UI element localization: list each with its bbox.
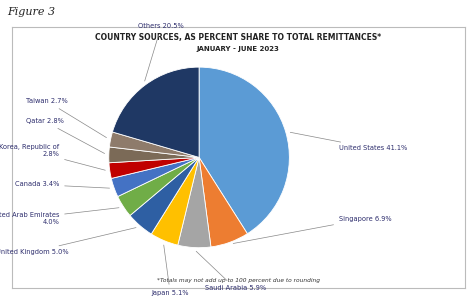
Text: Japan 5.1%: Japan 5.1% [151,245,189,296]
Wedge shape [118,157,199,216]
Text: *Totals may not add up to 100 percent due to rounding: *Totals may not add up to 100 percent du… [157,278,319,283]
Wedge shape [178,157,211,248]
Text: Singapore 6.9%: Singapore 6.9% [233,216,392,244]
Wedge shape [130,157,199,234]
Text: Others 20.5%: Others 20.5% [138,23,184,81]
Wedge shape [112,67,199,157]
Text: United Kingdom 5.0%: United Kingdom 5.0% [0,228,136,255]
Wedge shape [199,157,247,247]
Text: Taiwan 2.7%: Taiwan 2.7% [27,98,107,138]
Text: Canada 3.4%: Canada 3.4% [15,181,109,188]
Text: COUNTRY SOURCES, AS PERCENT SHARE TO TOTAL REMITTANCES*: COUNTRY SOURCES, AS PERCENT SHARE TO TOT… [95,33,381,42]
Text: Korea, Republic of
2.8%: Korea, Republic of 2.8% [0,144,105,170]
Wedge shape [109,132,199,157]
Wedge shape [111,157,199,197]
Text: United Arab Emirates
4.0%: United Arab Emirates 4.0% [0,208,119,225]
Wedge shape [199,67,289,234]
Text: Figure 3: Figure 3 [7,7,55,18]
Text: Saudi Arabia 5.9%: Saudi Arabia 5.9% [196,251,266,291]
Text: JANUARY - JUNE 2023: JANUARY - JUNE 2023 [197,46,280,52]
Text: Qatar 2.8%: Qatar 2.8% [26,118,105,154]
Text: United States 41.1%: United States 41.1% [290,132,407,151]
Wedge shape [151,157,199,245]
Wedge shape [109,147,199,163]
Wedge shape [109,157,199,178]
